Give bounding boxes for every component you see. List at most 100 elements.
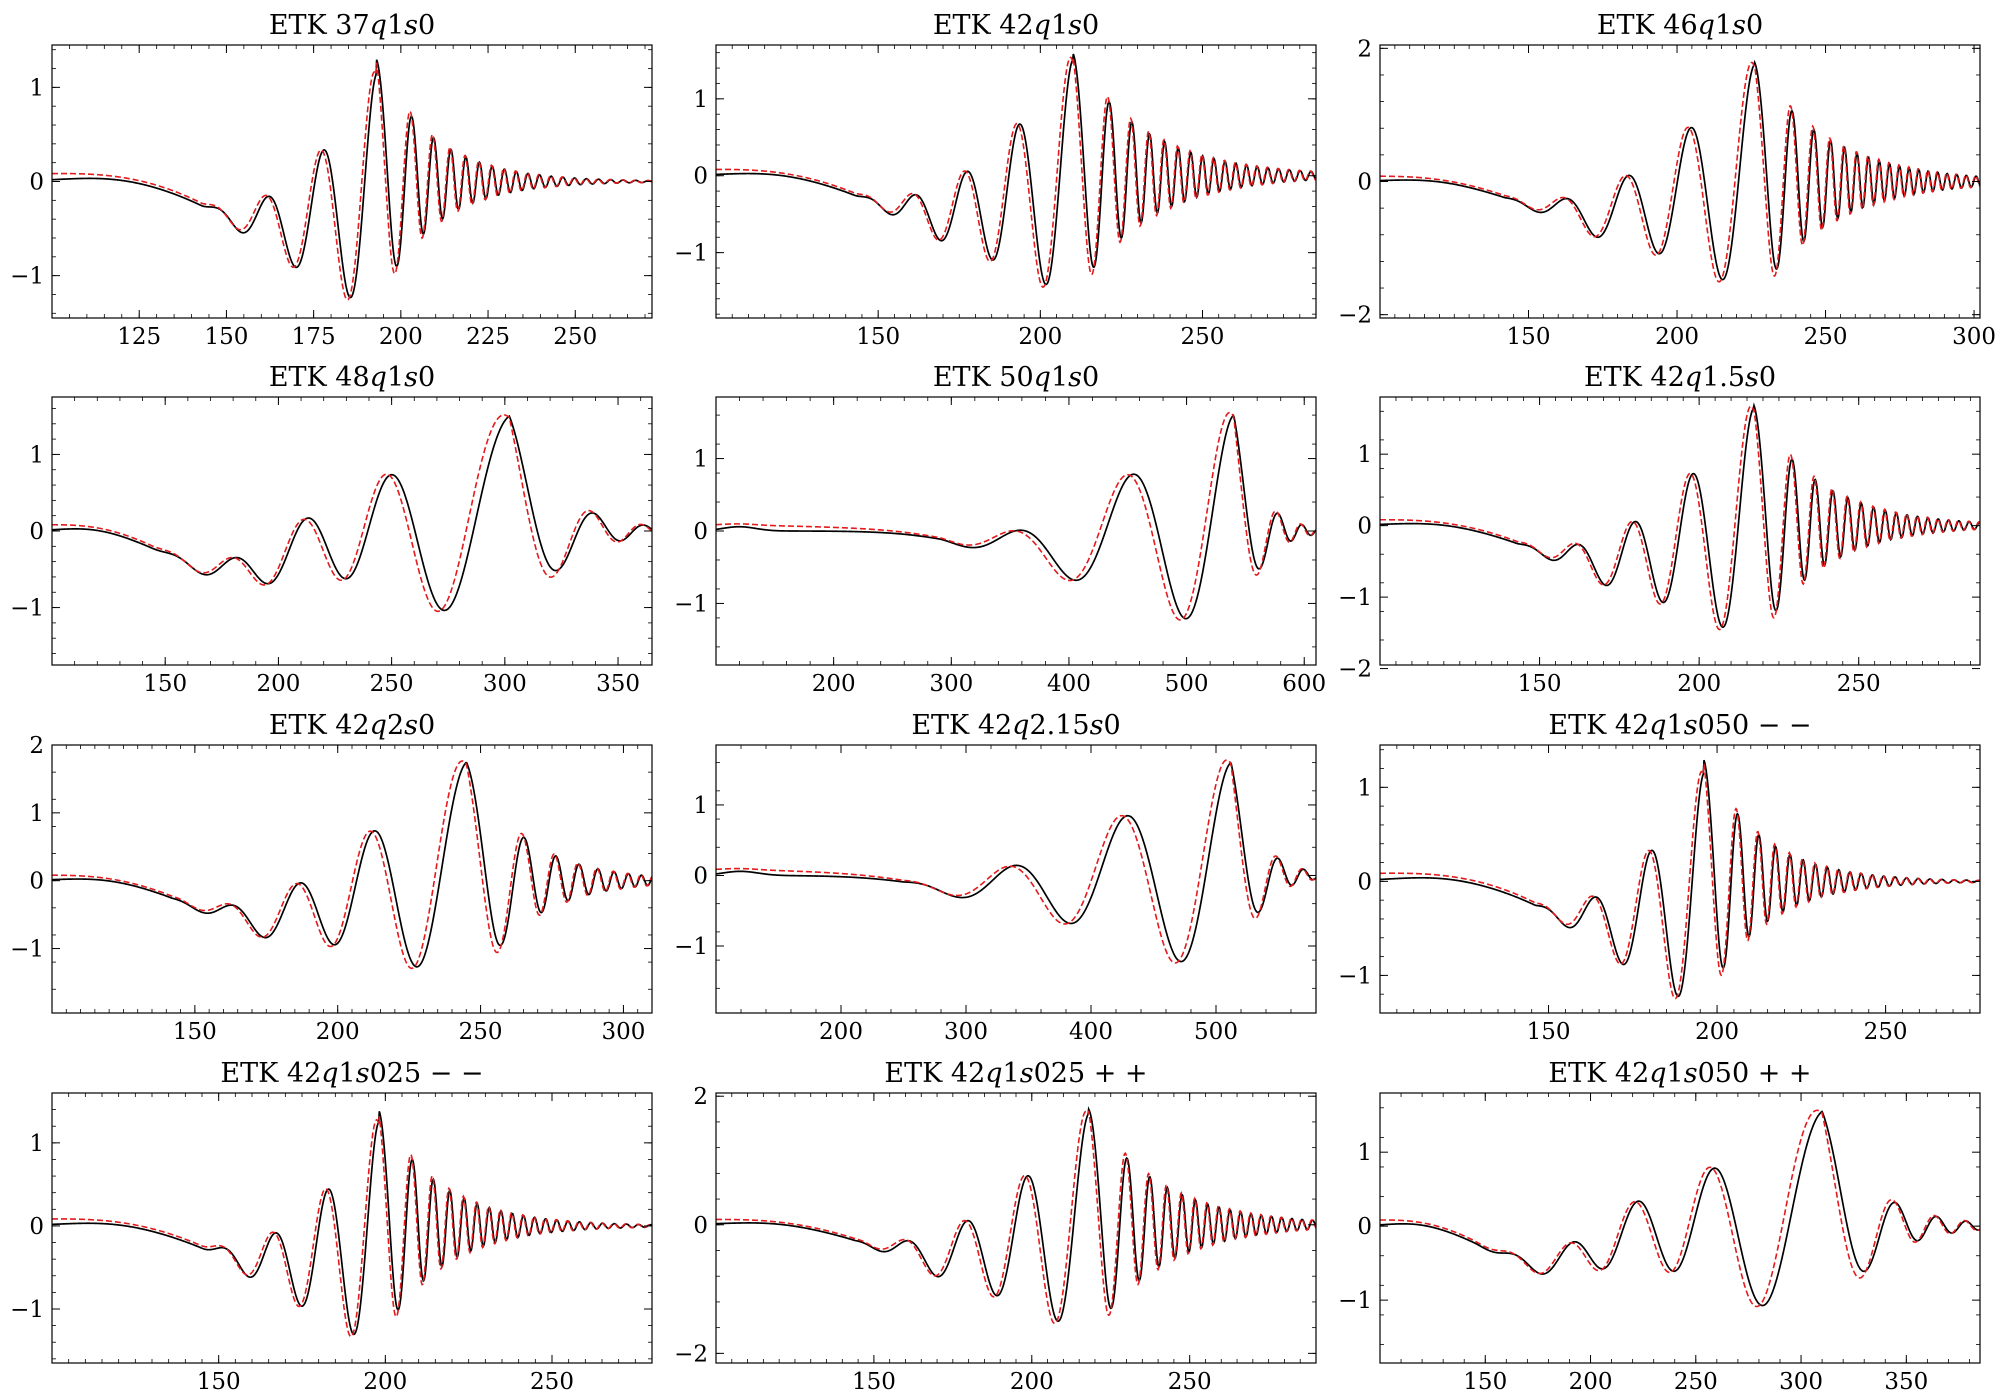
y-tick-label: 1: [693, 87, 708, 113]
x-tick-label: 500: [1165, 671, 1209, 697]
y-tick-label: −1: [10, 1297, 44, 1323]
y-tick-label: 2: [29, 733, 44, 759]
y-tick-label: 0: [1357, 514, 1372, 540]
y-tick-label: −2: [674, 1341, 708, 1367]
y-tick-label: 1: [1357, 775, 1372, 801]
x-tick-label: 350: [1884, 1369, 1928, 1395]
x-tick-label: 200: [363, 1369, 407, 1395]
y-tick-label: 0: [29, 869, 44, 895]
x-tick-label: 200: [1018, 324, 1062, 350]
red-waveform-line: [52, 760, 652, 970]
x-tick-label: 200: [1569, 1369, 1613, 1395]
x-tick-label: 400: [1069, 1019, 1113, 1045]
y-tick-label: −1: [674, 934, 708, 960]
x-tick-label: 150: [1507, 324, 1551, 350]
y-tick-label: 1: [1357, 1140, 1372, 1166]
x-tick-label: 175: [292, 324, 336, 350]
subplot-title: ETK 42q1s050 + +: [1548, 1058, 1811, 1089]
subplot-4: 150 200 250 300 350 −1 0 1 ETK 48q1s0: [10, 362, 653, 697]
y-tick-label: 1: [29, 1131, 44, 1157]
x-tick-label: 300: [483, 671, 527, 697]
red-waveform-line: [716, 759, 1316, 964]
y-tick-label: 0: [1357, 869, 1372, 895]
x-tick-label: 150: [143, 671, 187, 697]
x-tick-label: 250: [1837, 671, 1881, 697]
plot-frame: [715, 44, 1317, 319]
y-tick-label: 0: [693, 863, 708, 889]
x-tick-label: 150: [173, 1019, 217, 1045]
x-tick-label: 250: [370, 671, 414, 697]
red-waveform-line: [52, 414, 652, 613]
x-tick-label: 200: [1010, 1369, 1054, 1395]
x-tick-label: 250: [1804, 324, 1848, 350]
black-waveform-line: [52, 761, 652, 968]
black-waveform-line: [1380, 759, 1980, 998]
y-tick-label: −1: [674, 591, 708, 617]
y-tick-label: 0: [1357, 1214, 1372, 1240]
black-waveform-line: [716, 1106, 1316, 1323]
subplot-title: ETK 48q1s0: [269, 362, 435, 393]
black-waveform-line: [1380, 402, 1980, 629]
x-tick-label: 150: [1518, 671, 1562, 697]
y-tick-label: 0: [1357, 170, 1372, 196]
y-tick-label: 0: [29, 170, 44, 196]
x-tick-label: 200: [256, 671, 300, 697]
red-waveform-line: [716, 1110, 1316, 1325]
y-tick-label: 0: [29, 1214, 44, 1240]
x-tick-label: 200: [379, 324, 423, 350]
red-waveform-line: [1380, 1109, 1980, 1308]
plot-frame: [51, 1092, 653, 1364]
y-tick-label: −2: [1338, 303, 1372, 329]
subplot-title: ETK 50q1s0: [933, 362, 1099, 393]
y-tick-label: −2: [1338, 657, 1372, 683]
y-tick-label: −1: [10, 596, 44, 622]
subplot-title: ETK 42q1s025 + +: [884, 1058, 1147, 1089]
x-tick-label: 300: [1952, 324, 1996, 350]
subplot-5: 200 300 400 500 600 −1 0 1 ETK 50q1s0: [674, 362, 1326, 697]
plot-frame: [51, 396, 653, 666]
subplot-title: ETK 42q2.15s0: [911, 710, 1120, 741]
y-tick-label: −1: [1338, 585, 1372, 611]
x-tick-label: 300: [944, 1019, 988, 1045]
y-tick-label: 1: [693, 793, 708, 819]
red-waveform-line: [1380, 61, 1980, 283]
x-tick-label: 200: [316, 1019, 360, 1045]
x-tick-label: 200: [819, 1019, 863, 1045]
y-tick-label: 1: [29, 75, 44, 101]
x-tick-label: 250: [553, 324, 597, 350]
y-tick-label: 1: [29, 801, 44, 827]
x-tick-label: 150: [1527, 1019, 1571, 1045]
x-tick-label: 350: [596, 671, 640, 697]
y-tick-label: 0: [693, 519, 708, 545]
x-tick-label: 250: [530, 1369, 574, 1395]
y-tick-label: 1: [693, 447, 708, 473]
red-waveform-line: [52, 62, 652, 301]
y-tick-label: 1: [29, 442, 44, 468]
red-waveform-line: [1380, 763, 1980, 1000]
black-waveform-line: [716, 413, 1316, 620]
y-tick-label: −1: [1338, 963, 1372, 989]
subplot-7: 150 200 250 300 −1 0 1 2 ETK 42q2s0: [10, 710, 653, 1045]
y-tick-label: 2: [1357, 36, 1372, 62]
subplot-3: 150 200 250 300 −2 0 2 ETK 46q1s0: [1338, 10, 1996, 350]
x-tick-label: 150: [856, 324, 900, 350]
y-tick-label: −1: [674, 241, 708, 267]
black-waveform-line: [1380, 59, 1980, 281]
subplot-8: 200 300 400 500 −1 0 1 ETK 42q2.15s0: [674, 710, 1317, 1045]
y-tick-label: 0: [693, 164, 708, 190]
y-tick-label: −1: [10, 937, 44, 963]
black-waveform-line: [52, 59, 652, 299]
x-tick-label: 250: [1168, 1369, 1212, 1395]
black-waveform-line: [52, 414, 652, 612]
subplot-1: 125 150 175 200 225 250 −1 0 1 ETK 37q1s0: [10, 10, 653, 350]
y-tick-label: 2: [693, 1084, 708, 1110]
black-waveform-line: [716, 761, 1316, 963]
subplot-11: 150 200 250 −2 0 2 ETK 42q1s025 + +: [674, 1058, 1317, 1395]
subplot-6: 150 200 250 −2 −1 0 1 ETK 42q1.5s0: [1338, 362, 1981, 697]
subplot-title: ETK 37q1s0: [269, 10, 435, 41]
y-tick-label: 0: [29, 519, 44, 545]
x-tick-label: 150: [204, 324, 248, 350]
x-tick-label: 225: [466, 324, 510, 350]
x-tick-label: 150: [1463, 1369, 1507, 1395]
